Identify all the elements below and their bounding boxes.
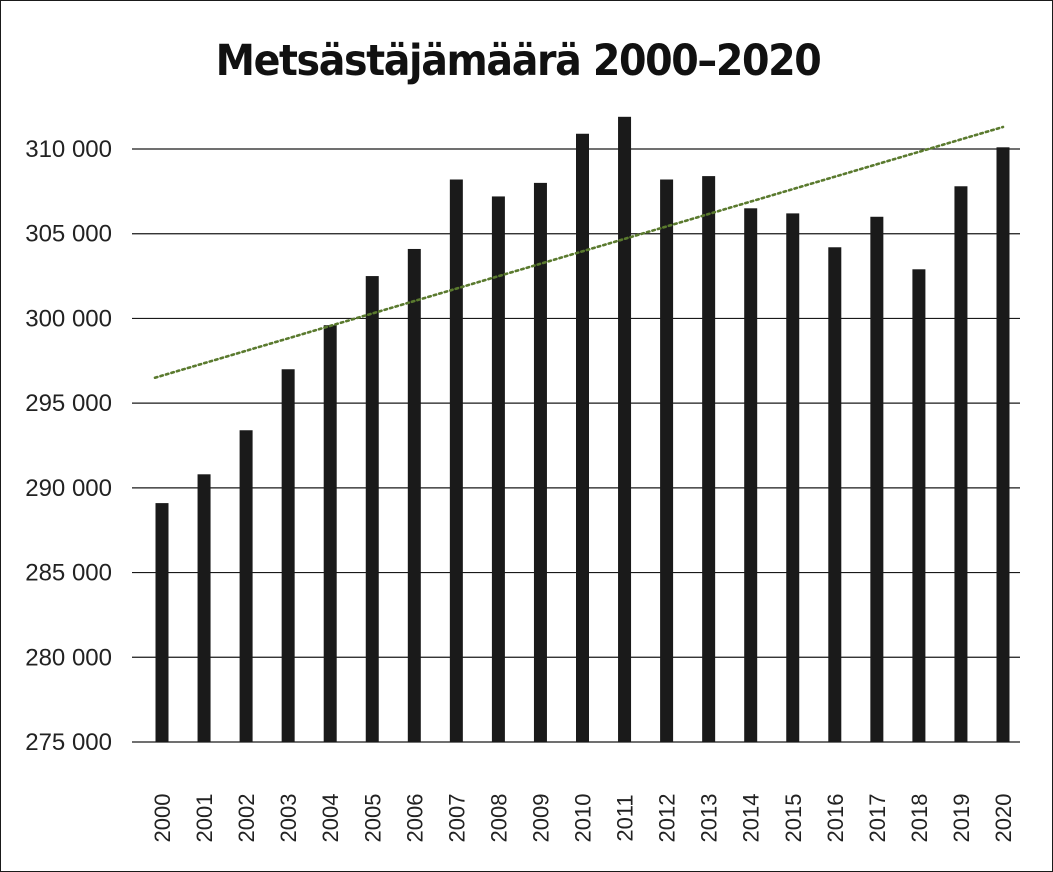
x-tick-label: 2011 <box>613 794 638 841</box>
bar <box>323 325 337 742</box>
y-tick-label: 300 000 <box>25 305 112 332</box>
x-tick-label: 2016 <box>823 794 848 843</box>
x-tick-label: 2018 <box>907 794 932 843</box>
x-tick-label: 2017 <box>865 794 890 843</box>
y-tick-label: 280 000 <box>25 644 112 671</box>
bar <box>660 179 674 743</box>
bar <box>618 116 632 742</box>
bar <box>576 133 589 742</box>
bar <box>702 176 716 742</box>
bar <box>744 208 758 743</box>
bar <box>786 213 800 742</box>
x-tick-label: 2006 <box>402 794 427 843</box>
y-tick-label: 275 000 <box>25 729 112 756</box>
bar <box>365 276 379 742</box>
x-axis-ticks: 2000 2001 2002 2003 2004 2005 2006 2007 2008 2009… <box>150 794 1016 843</box>
bar <box>197 474 211 742</box>
bar <box>449 179 463 743</box>
x-tick-label: 2014 <box>739 794 764 843</box>
y-tick-label: 295 000 <box>25 390 112 417</box>
trendline <box>153 125 1005 380</box>
x-tick-label: 2020 <box>991 794 1016 843</box>
bar <box>533 182 547 742</box>
bar <box>870 216 884 742</box>
x-tick-label: 2003 <box>276 794 301 843</box>
bar <box>281 369 295 742</box>
x-tick-label: 2004 <box>318 794 343 843</box>
x-tick-label: 2010 <box>571 794 596 843</box>
y-axis-ticks: 275 000 280 000 285 000 290 000 295 000 300 0… <box>25 136 112 756</box>
bar <box>491 196 505 742</box>
y-tick-label: 305 000 <box>25 221 112 248</box>
y-tick-label: 290 000 <box>25 475 112 502</box>
x-tick-label: 2012 <box>655 794 680 843</box>
bars <box>155 116 1010 743</box>
x-tick-label: 2008 <box>486 794 511 843</box>
trendline-path <box>153 125 1005 380</box>
x-tick-label: 2000 <box>150 794 175 843</box>
x-tick-label: 2009 <box>528 794 553 843</box>
y-tick-label: 310 000 <box>25 136 112 163</box>
x-tick-label: 2002 <box>234 794 259 843</box>
x-tick-label: 2001 <box>192 794 217 843</box>
y-tick-label: 285 000 <box>25 560 112 587</box>
x-tick-label: 2007 <box>444 794 469 843</box>
bar <box>407 248 421 742</box>
bar <box>155 503 169 742</box>
bar <box>239 430 253 742</box>
bar <box>954 186 968 742</box>
bar <box>912 269 926 742</box>
bar <box>828 247 842 743</box>
chart-title: Metsästäjämäärä 2000–2020 <box>215 36 822 86</box>
x-tick-label: 2015 <box>781 794 806 843</box>
x-tick-label: 2013 <box>697 794 722 843</box>
x-tick-label: 2019 <box>949 794 974 843</box>
x-tick-label: 2005 <box>360 794 385 843</box>
bar <box>996 147 1010 742</box>
